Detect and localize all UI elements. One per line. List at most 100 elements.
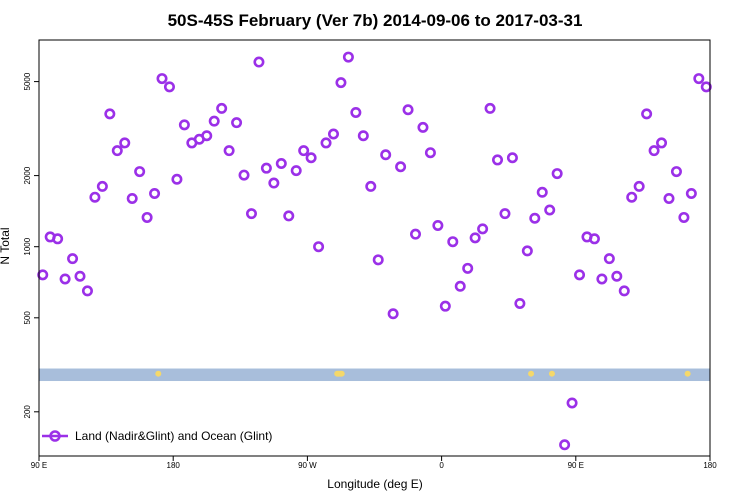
data-point — [648, 145, 660, 157]
data-point — [208, 115, 220, 127]
data-point — [178, 119, 190, 131]
data-point — [395, 161, 407, 173]
data-point — [424, 147, 436, 159]
data-point — [685, 187, 697, 199]
data-point — [469, 232, 481, 244]
data-point — [260, 162, 272, 174]
data-point — [253, 56, 265, 68]
data-point — [506, 152, 518, 164]
land-strip-band — [39, 368, 710, 382]
legend-marker — [49, 430, 61, 442]
data-point — [335, 77, 347, 89]
data-point — [588, 233, 600, 245]
data-points — [37, 51, 712, 451]
data-point — [439, 300, 451, 312]
data-point — [350, 106, 362, 118]
data-point — [372, 254, 384, 266]
y-tick-label: 1000 — [23, 237, 32, 255]
data-point — [52, 233, 64, 245]
data-point — [238, 169, 250, 181]
data-point — [499, 208, 511, 220]
data-point — [171, 173, 183, 185]
data-point — [656, 137, 668, 149]
data-point — [149, 187, 161, 199]
data-point — [492, 154, 504, 166]
chart-title: 50S-45S February (Ver 7b) 2014-09-06 to … — [168, 11, 583, 30]
data-point — [216, 102, 228, 114]
x-tick-label: 0 — [439, 461, 444, 470]
land-marker — [155, 370, 162, 377]
y-tick-label: 5000 — [23, 72, 32, 90]
data-point — [342, 51, 354, 63]
data-point — [410, 228, 422, 240]
data-point — [365, 180, 377, 192]
data-point — [402, 104, 414, 116]
plot-frame — [38, 39, 711, 457]
data-point — [387, 308, 399, 320]
y-tick-label: 500 — [23, 311, 32, 325]
data-point — [268, 177, 280, 189]
x-tick-label: 180 — [167, 461, 181, 470]
x-axis-ticks: 90 E 180 90 W 0 90 E 180 — [31, 456, 717, 470]
data-point — [641, 108, 653, 120]
data-point — [275, 158, 287, 170]
x-tick-label: 90 E — [568, 461, 584, 470]
data-point — [611, 270, 623, 282]
data-point — [529, 212, 541, 224]
data-point — [670, 166, 682, 178]
x-tick-label: 90 W — [298, 461, 317, 470]
data-point — [678, 211, 690, 223]
data-point — [327, 128, 339, 140]
data-point — [551, 168, 563, 180]
data-point — [156, 73, 168, 85]
data-point — [596, 273, 608, 285]
data-point — [119, 137, 131, 149]
data-point — [521, 245, 533, 257]
data-point — [320, 137, 332, 149]
data-point — [603, 253, 615, 265]
data-point — [484, 102, 496, 114]
data-point — [59, 273, 71, 285]
data-point — [96, 180, 108, 192]
land-marker — [548, 370, 555, 377]
data-point — [693, 73, 705, 85]
data-point — [134, 166, 146, 178]
data-point — [81, 285, 93, 297]
data-point — [104, 108, 116, 120]
data-point — [305, 152, 317, 164]
x-tick-label: 90 E — [31, 461, 47, 470]
data-point — [626, 191, 638, 203]
data-point — [290, 165, 302, 177]
data-point — [544, 204, 556, 216]
data-point — [67, 253, 79, 265]
data-point — [514, 297, 526, 309]
land-marker — [528, 370, 535, 377]
data-point — [477, 223, 489, 235]
data-point — [74, 270, 86, 282]
data-point — [223, 145, 235, 157]
data-point — [454, 280, 466, 292]
data-point — [141, 211, 153, 223]
data-point — [298, 145, 310, 157]
data-point — [380, 149, 392, 161]
y-axis-ticks: 200 500 1000 2000 5000 — [23, 72, 39, 418]
land-marker — [684, 370, 691, 377]
data-point — [618, 285, 630, 297]
data-point — [633, 180, 645, 192]
data-point — [462, 262, 474, 274]
data-point — [447, 236, 459, 248]
legend: Land (Nadir&Glint) and Ocean (Glint) — [42, 429, 272, 443]
data-point — [417, 121, 429, 133]
data-point — [163, 81, 175, 93]
data-point — [126, 192, 138, 204]
data-point — [574, 269, 586, 281]
data-point — [663, 192, 675, 204]
data-point — [111, 145, 123, 157]
data-point — [89, 191, 101, 203]
data-point — [245, 208, 257, 220]
x-tick-label: 180 — [703, 461, 717, 470]
data-point — [432, 219, 444, 231]
data-point — [357, 130, 369, 142]
